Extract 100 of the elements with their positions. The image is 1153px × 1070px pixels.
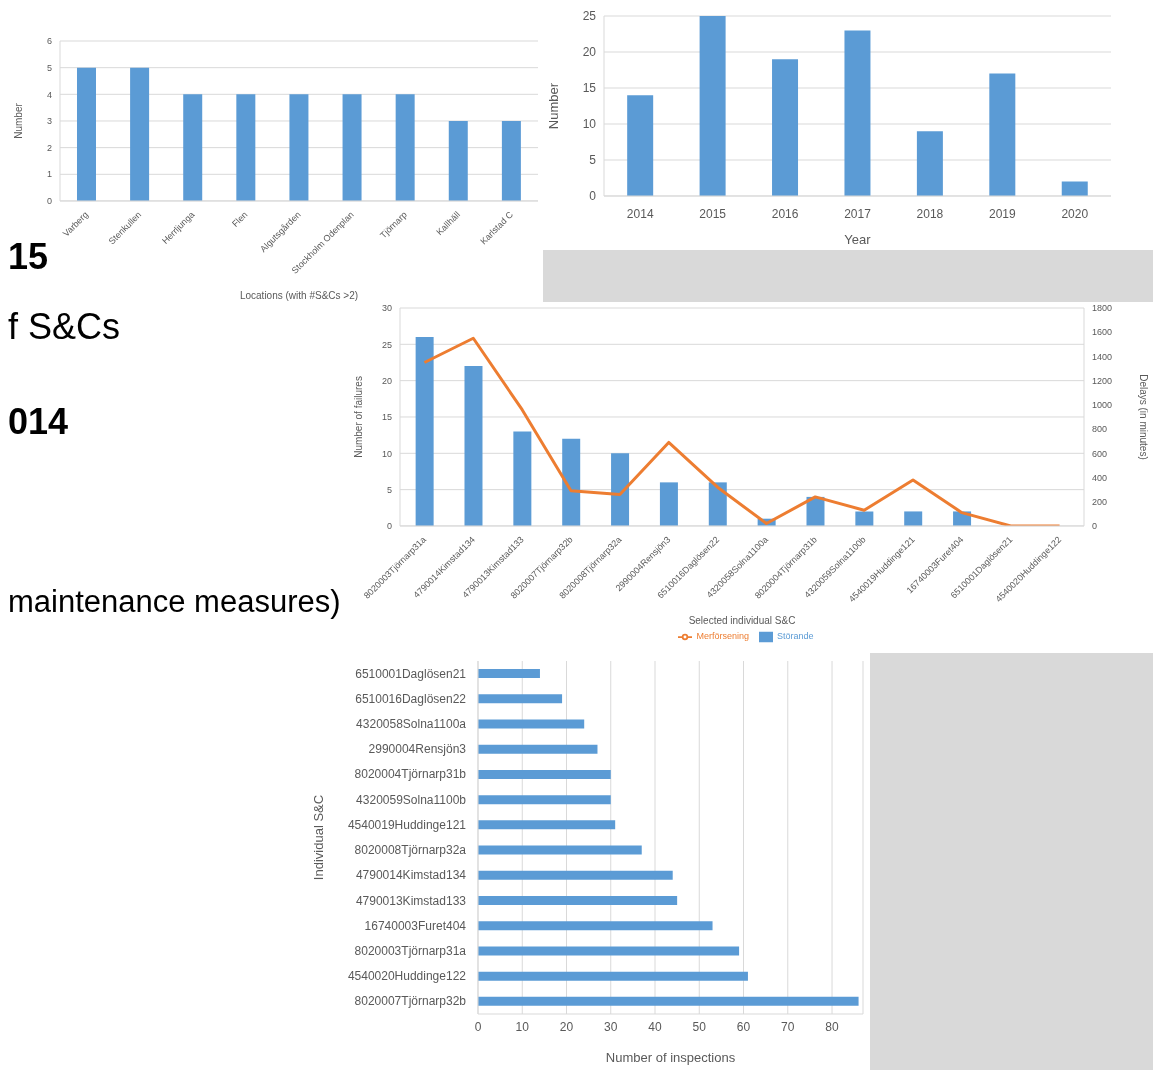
y-axis-title: Individual S&C [310,794,326,881]
y-axis-title: Number of failures [352,376,364,458]
x-tick-label: 2014 [626,207,654,221]
bar [478,870,673,880]
y-tick-label: 0 [589,189,597,204]
text: maintenance measures) [8,584,341,620]
bar [342,94,362,201]
y-tick-label: 0 [46,196,52,207]
y-tick-label: 0 [386,521,392,532]
bar [77,67,96,201]
legend-label: Störande [777,631,814,642]
x-tick-label: Flen [230,209,250,229]
bar [1061,181,1088,196]
y-tick-label: 4320059Solna1100b [356,792,467,807]
y2-tick-label: 1600 [1092,327,1113,338]
x-tick-label: 70 [781,1019,795,1034]
bar [448,120,468,201]
y2-axis-title: Delays (in minutes) [1138,374,1150,460]
y-tick-label: 5 [589,153,597,168]
bar [478,820,616,830]
y-tick-label: 6510016Daglösen22 [355,691,467,706]
bar [699,16,726,196]
bar [916,131,943,196]
y-tick-label: 8020008Tjörnarp32a [354,843,467,858]
y-tick-label: 4790013Kimstad133 [355,893,467,908]
text: 014 [8,401,69,443]
text: f S&Cs [8,306,121,348]
legend-label: Merförsening [696,631,749,642]
y2-tick-label: 1800 [1092,303,1113,314]
y2-tick-label: 1200 [1092,375,1113,386]
bar [478,946,740,956]
bar [478,769,611,779]
bar [464,366,483,526]
bar [562,438,581,526]
x-tick-label: 80 [825,1019,840,1034]
y-tick-label: 8020004Tjörnarp31b [354,767,467,782]
y-tick-label: 4790014Kimstad134 [355,868,467,883]
bar [478,694,563,704]
y-tick-label: 3 [46,116,52,127]
x-tick-label: 2018 [916,207,944,221]
bar [659,482,678,526]
bar [627,95,654,196]
y-tick-label: 2990004Rensjön3 [368,742,467,757]
y-tick-label: 16740003Furet404 [364,918,467,933]
bar [236,94,256,201]
y-axis-title: Number [12,102,24,139]
y-tick-label: 4 [46,89,52,100]
bar [478,845,642,855]
x-axis-title: Year [844,232,872,247]
y2-tick-label: 800 [1092,424,1108,435]
bar [478,996,859,1006]
y-tick-label: 25 [582,9,597,24]
x-axis-title: Number of inspections [605,1050,736,1065]
y-axis-title: Number [545,82,561,130]
x-tick-label: 2017 [844,207,872,221]
bar [478,744,598,754]
x-tick-label: 20 [559,1019,574,1034]
x-tick-label: 50 [692,1019,707,1034]
bar [478,669,540,679]
bar [478,896,678,905]
y-tick-label: 5 [386,484,392,495]
y-tick-label: 10 [381,448,392,459]
y-tick-label: 4540019Huddinge121 [347,817,467,832]
bar [513,431,532,526]
x-tick-label: 30 [604,1019,618,1034]
y2-tick-label: 1400 [1092,351,1113,362]
y-tick-label: 6 [46,36,52,47]
y-tick-label: 20 [381,375,392,386]
x-tick-label: 10 [515,1019,530,1034]
y-tick-label: 4320058Solna1100a [356,717,467,732]
x-axis-title: Locations (with #S&Cs >2) [239,290,359,301]
bar [611,453,630,526]
x-tick-label: 2016 [771,207,799,221]
x-tick-label: 2015 [699,207,727,221]
y-tick-label: 4540020Huddinge122 [347,969,467,984]
bar [904,511,923,526]
y-tick-label: 1 [46,169,52,180]
bar [183,94,203,201]
bar [844,30,871,196]
y-tick-label: 8020003Tjörnarp31a [354,943,467,958]
bar [478,921,713,931]
bar [478,719,585,729]
y-tick-label: 15 [381,412,392,423]
y-tick-label: 6510001Daglösen21 [355,666,467,681]
bar [395,94,415,201]
y2-tick-label: 0 [1092,521,1098,532]
y2-tick-label: 600 [1092,448,1108,459]
bar [708,482,727,526]
bar [478,971,748,981]
bar [415,337,434,526]
x-axis-title: Selected individual S&C [688,615,796,626]
bar [855,511,874,526]
bar [478,795,611,805]
bar [289,94,309,201]
x-tick-label: 40 [648,1019,663,1034]
y2-tick-label: 400 [1092,472,1108,483]
bar [989,73,1016,196]
y-tick-label: 15 [582,81,597,96]
y-tick-label: 5 [46,62,52,73]
x-tick-label: 2019 [989,207,1017,221]
